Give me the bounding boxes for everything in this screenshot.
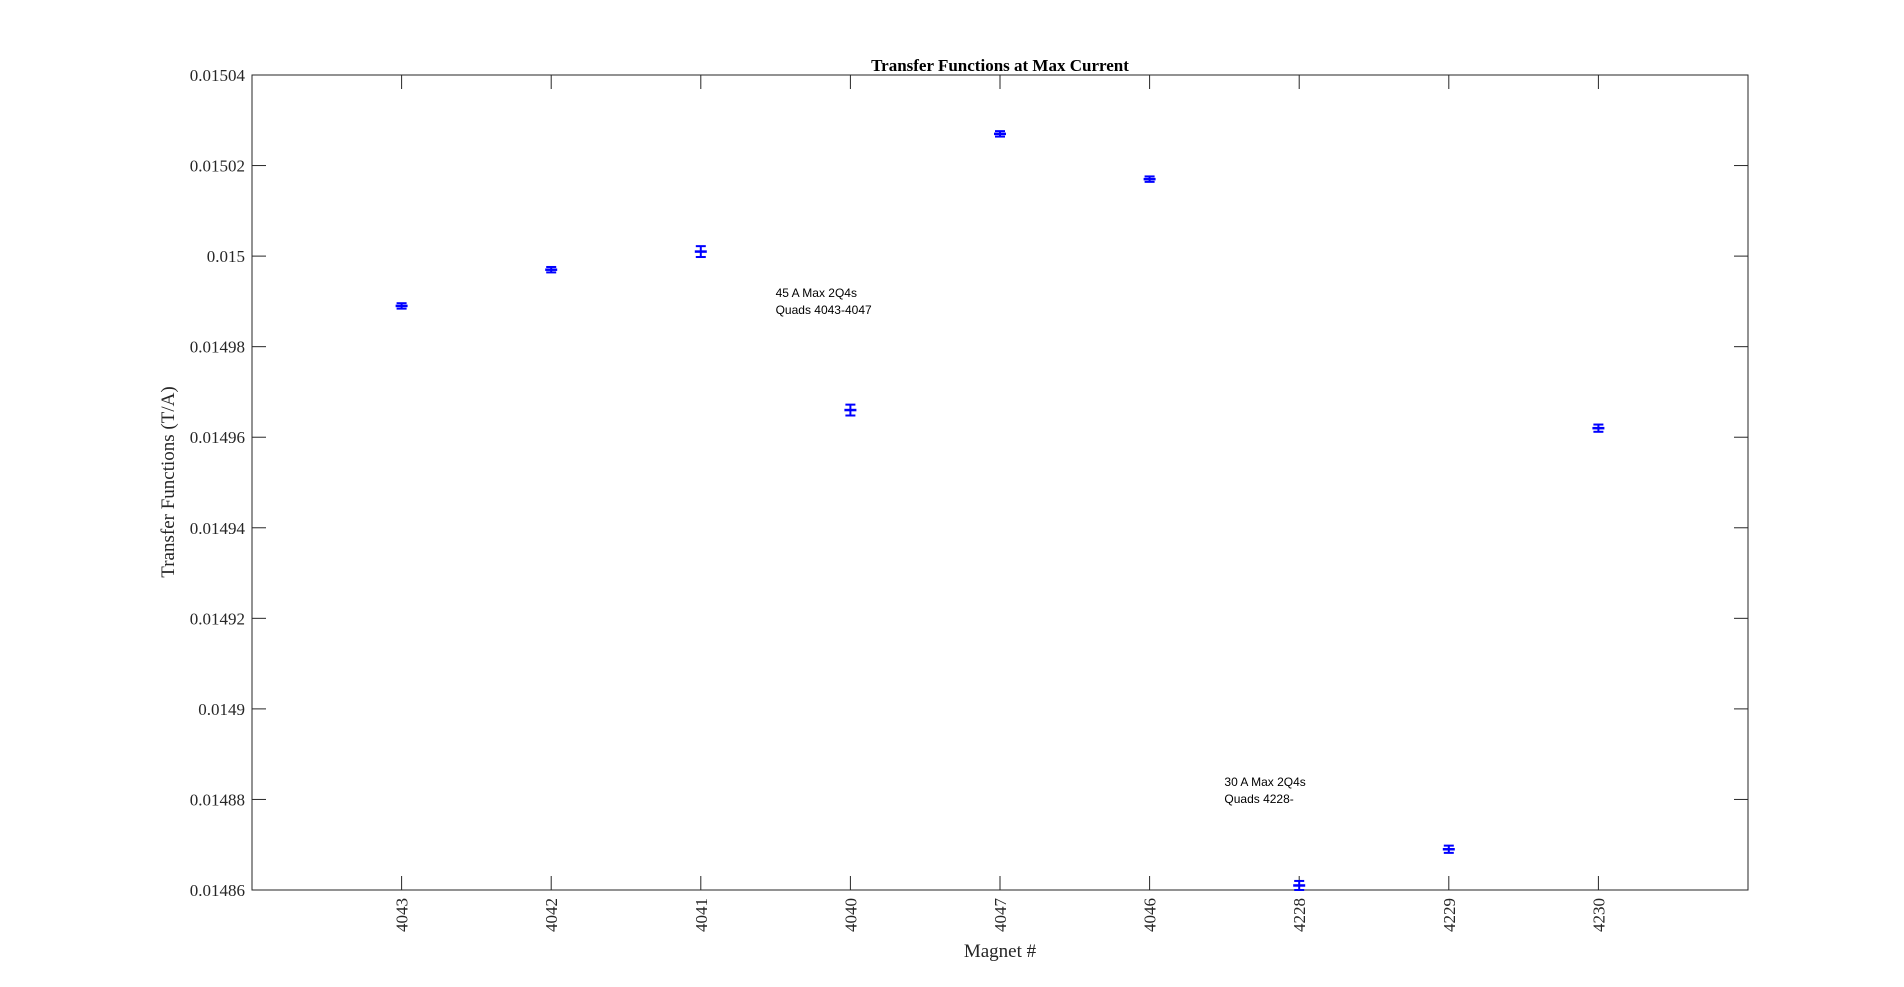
annotation-line: 30 A Max 2Q4s [1224,775,1305,789]
y-tick-label: 0.01486 [190,881,245,900]
x-tick-label: 4230 [1589,898,1608,932]
data-point [994,130,1006,138]
x-tick-label: 4041 [692,898,711,932]
data-point [1143,175,1156,183]
y-tick-label: 0.01488 [190,790,245,809]
chart-title: Transfer Functions at Max Current [871,56,1129,75]
data-point [1442,844,1455,854]
annotation-line: Quads 4043-4047 [776,303,872,317]
y-tick-label: 0.015 [207,247,245,266]
data-point [1592,423,1605,433]
y-tick-label: 0.01494 [190,519,246,538]
x-tick-label: 4042 [542,898,561,932]
y-tick-label: 0.0149 [198,700,245,719]
data-point [395,302,408,310]
annotation-line: 45 A Max 2Q4s [776,286,857,300]
x-tick-label: 4043 [393,898,412,932]
y-tick-label: 0.01504 [190,66,246,85]
data-point [1293,879,1306,891]
y-tick-label: 0.01496 [190,428,245,447]
annotation: 45 A Max 2Q4s Quads 4043-4047 [776,286,872,317]
x-axis: 4043 4042 4041 4040 4047 4046 4228 4229 4230 [393,75,1608,933]
x-tick-label: 4047 [991,898,1010,933]
annotations: 45 A Max 2Q4s Quads 4043-4047 30 A Max 2Q4… [776,286,1306,806]
annotation-line: Quads 4228- [1224,792,1293,806]
y-axis-label: Transfer Functions (T/A) [158,386,179,577]
x-tick-label: 4040 [841,898,860,932]
data-point [545,265,558,274]
data-point [694,245,707,259]
x-tick-label: 4229 [1440,898,1459,932]
y-tick-label: 0.01502 [190,157,245,176]
y-axis: 0.01486 0.01488 0.0149 0.01492 0.01494 0.0149… [190,66,1748,900]
y-tick-label: 0.01498 [190,338,245,357]
data-point [844,403,857,417]
annotation: 30 A Max 2Q4s Quads 4228- [1224,775,1305,806]
x-axis-label: Magnet # [964,941,1037,962]
x-tick-label: 4046 [1141,898,1160,932]
x-tick-label: 4228 [1290,898,1309,932]
y-tick-label: 0.01492 [190,609,245,628]
data-series [395,130,1605,891]
plot-area [251,74,1749,891]
